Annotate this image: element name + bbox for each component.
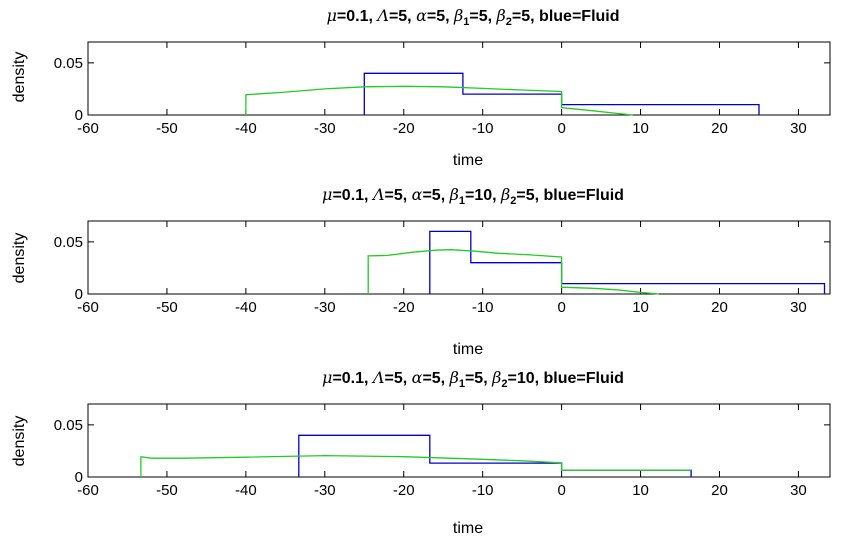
title-beta1-subscript: 1 bbox=[459, 195, 465, 207]
y-axis-label: density bbox=[11, 233, 28, 284]
x-tick-label: -40 bbox=[235, 120, 257, 137]
series-line-2 bbox=[140, 454, 692, 477]
title-lambda-value: =5, bbox=[385, 187, 412, 204]
plot-area bbox=[87, 220, 831, 295]
title-mu-value: =0.1, bbox=[332, 187, 372, 204]
x-tick-label: 30 bbox=[790, 120, 807, 137]
subplot-3: μ=0.1, Λ=5, α=5, β1=5, β2=10, blue=Fluid… bbox=[11, 368, 831, 537]
x-tick-label: 10 bbox=[632, 482, 649, 499]
y-tick-label: 0.05 bbox=[54, 417, 83, 434]
y-axis-label: density bbox=[11, 416, 28, 467]
title-beta2-value: =5, blue=Fluid bbox=[516, 187, 624, 204]
title-beta2-subscript: 2 bbox=[501, 378, 507, 390]
x-tick-label: -10 bbox=[472, 120, 494, 137]
title-beta2: β bbox=[496, 6, 506, 25]
x-tick-label: 0 bbox=[557, 299, 565, 316]
x-tick-label: -20 bbox=[393, 120, 415, 137]
x-tick-label: 20 bbox=[711, 299, 728, 316]
y-tick-label: 0.05 bbox=[54, 55, 83, 72]
title-beta1-value: =5, bbox=[469, 8, 496, 25]
x-tick-label: -50 bbox=[156, 299, 178, 316]
title-lambda: Λ bbox=[375, 6, 389, 25]
title-beta1: β bbox=[453, 6, 463, 25]
series-line-1 bbox=[363, 72, 760, 115]
title-beta2-subscript: 2 bbox=[510, 195, 516, 207]
title-lambda-value: =5, bbox=[384, 370, 411, 387]
x-tick-label: -60 bbox=[77, 482, 99, 499]
x-axis-label: time bbox=[453, 341, 483, 358]
title-alpha: α bbox=[412, 368, 423, 387]
title-mu-value: =0.1, bbox=[337, 8, 377, 25]
x-tick-label: -50 bbox=[156, 482, 178, 499]
x-axis-label: time bbox=[453, 152, 483, 169]
subplot-2: μ=0.1, Λ=5, α=5, β1=10, β2=5, blue=Fluid… bbox=[11, 185, 831, 358]
title-beta2-subscript: 2 bbox=[506, 16, 512, 28]
title-lambda: Λ bbox=[371, 368, 385, 387]
x-tick-label: -60 bbox=[77, 120, 99, 137]
title-beta1-value: =5, bbox=[465, 370, 492, 387]
x-tick-label: 20 bbox=[711, 120, 728, 137]
plot-area bbox=[87, 403, 831, 478]
x-tick-label: 0 bbox=[557, 120, 565, 137]
x-tick-label: 20 bbox=[711, 482, 728, 499]
title-alpha-value: =5, bbox=[422, 187, 449, 204]
subplot-title: μ=0.1, Λ=5, α=5, β1=5, β2=10, blue=Fluid bbox=[322, 368, 624, 390]
y-tick-label: 0 bbox=[75, 469, 83, 486]
title-beta1-value: =10, bbox=[465, 187, 501, 204]
title-beta1: β bbox=[449, 368, 459, 387]
x-tick-label: -50 bbox=[156, 120, 178, 137]
title-beta1: β bbox=[449, 185, 459, 204]
title-beta1-subscript: 1 bbox=[463, 16, 469, 28]
title-mu: μ bbox=[322, 185, 332, 204]
title-lambda: Λ bbox=[371, 185, 385, 204]
title-mu: μ bbox=[322, 368, 332, 387]
plot-area bbox=[87, 41, 831, 116]
title-beta2-value: =5, blue=Fluid bbox=[512, 8, 620, 25]
x-tick-label: -10 bbox=[472, 482, 494, 499]
x-axis-label: time bbox=[453, 520, 483, 537]
title-alpha: α bbox=[412, 185, 423, 204]
x-tick-label: 30 bbox=[790, 482, 807, 499]
y-tick-label: 0 bbox=[75, 107, 83, 124]
series-line-2 bbox=[245, 85, 633, 116]
x-tick-label: -20 bbox=[393, 299, 415, 316]
title-mu: μ bbox=[326, 6, 336, 25]
x-tick-label: -30 bbox=[314, 120, 336, 137]
y-tick-label: 0 bbox=[75, 286, 83, 303]
title-alpha-value: =5, bbox=[422, 370, 449, 387]
x-tick-label: 30 bbox=[790, 299, 807, 316]
x-tick-label: -20 bbox=[393, 482, 415, 499]
x-tick-label: -30 bbox=[314, 299, 336, 316]
y-tick-label: 0.05 bbox=[54, 234, 83, 251]
subplot-title: μ=0.1, Λ=5, α=5, β1=5, β2=5, blue=Fluid bbox=[326, 6, 619, 28]
subplot-title: μ=0.1, Λ=5, α=5, β1=10, β2=5, blue=Fluid bbox=[322, 185, 624, 207]
x-tick-label: 10 bbox=[632, 120, 649, 137]
subplot-1: μ=0.1, Λ=5, α=5, β1=5, β2=5, blue=Fluid … bbox=[11, 6, 831, 169]
title-alpha: α bbox=[416, 6, 427, 25]
title-lambda-value: =5, bbox=[389, 8, 416, 25]
title-alpha-value: =5, bbox=[427, 8, 454, 25]
title-mu-value: =0.1, bbox=[332, 370, 372, 387]
x-tick-label: -40 bbox=[235, 299, 257, 316]
series-line-2 bbox=[367, 249, 659, 295]
x-tick-label: -10 bbox=[472, 299, 494, 316]
x-tick-label: 0 bbox=[557, 482, 565, 499]
title-beta2: β bbox=[500, 185, 510, 204]
x-tick-label: -30 bbox=[314, 482, 336, 499]
title-beta2-value: =10, blue=Fluid bbox=[507, 370, 623, 387]
title-beta2: β bbox=[491, 368, 501, 387]
x-tick-label: 10 bbox=[632, 299, 649, 316]
y-axis-label: density bbox=[11, 52, 28, 103]
series-line-1 bbox=[429, 230, 826, 294]
title-beta1-subscript: 1 bbox=[459, 378, 465, 390]
x-tick-label: -60 bbox=[77, 299, 99, 316]
x-tick-label: -40 bbox=[235, 482, 257, 499]
